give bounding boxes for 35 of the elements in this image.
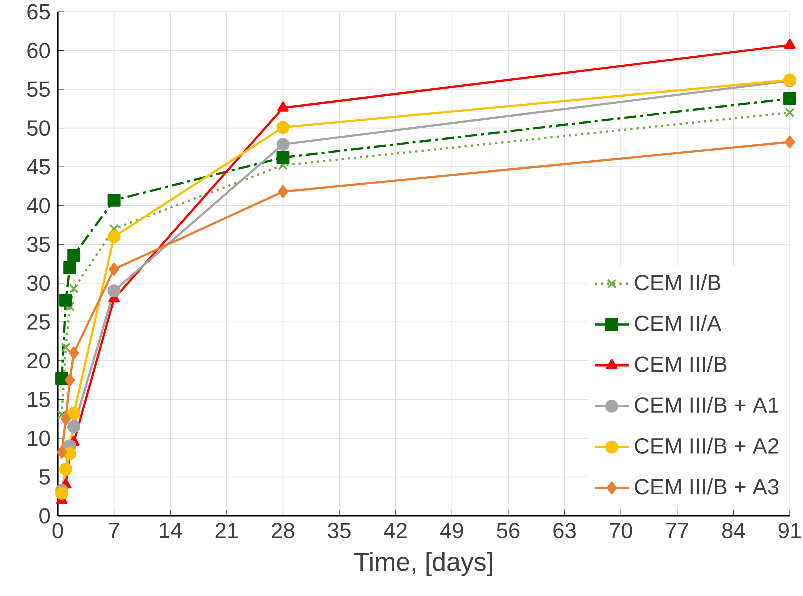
x-tick-label: 70 [610, 523, 632, 539]
x-tick-label: 7 [109, 523, 120, 538]
x-axis-title: Time, [days] [354, 552, 492, 576]
x-tick-label: 84 [722, 523, 746, 539]
y-tick-label: 35 [27, 236, 50, 252]
legend-label: CEM II/B [635, 274, 721, 291]
y-tick-label: 50 [27, 120, 50, 136]
legend-label: CEM III/B [635, 356, 727, 372]
x-tick-label: 0 [52, 523, 64, 539]
x-tick-label: 63 [554, 523, 576, 539]
x-tick-label: 42 [384, 523, 407, 538]
y-tick-label: 55 [27, 82, 50, 98]
y-tick-label: 20 [28, 353, 50, 369]
x-tick-label: 28 [272, 523, 294, 539]
x-tick-label: 91 [778, 523, 802, 539]
x-tick-label: 35 [328, 523, 351, 539]
y-tick-label: 60 [28, 43, 50, 59]
y-tick-label: 0 [40, 508, 50, 524]
y-tick-label: 45 [27, 159, 50, 175]
y-tick-label: 25 [28, 314, 50, 330]
legend-label: CEM II/A [635, 315, 722, 332]
x-tick-label: 14 [160, 523, 182, 538]
y-tick-label: 10 [28, 430, 50, 446]
x-tick-label: 56 [497, 523, 520, 539]
y-tick-label: 65 [28, 4, 50, 20]
y-tick-label: 40 [27, 198, 50, 214]
legend-label: CEM III/B + A3 [635, 478, 779, 495]
x-tick-label: 21 [216, 523, 238, 538]
y-tick-label: 15 [28, 392, 50, 408]
legend-label: CEM III/B + A2 [635, 438, 779, 454]
x-tick-label: 49 [440, 523, 464, 539]
x-tick-label: 77 [666, 523, 688, 538]
y-tick-label: 30 [27, 276, 50, 292]
legend-label: CEM III/B + A1 [635, 397, 779, 414]
y-tick-label: 5 [40, 470, 50, 485]
